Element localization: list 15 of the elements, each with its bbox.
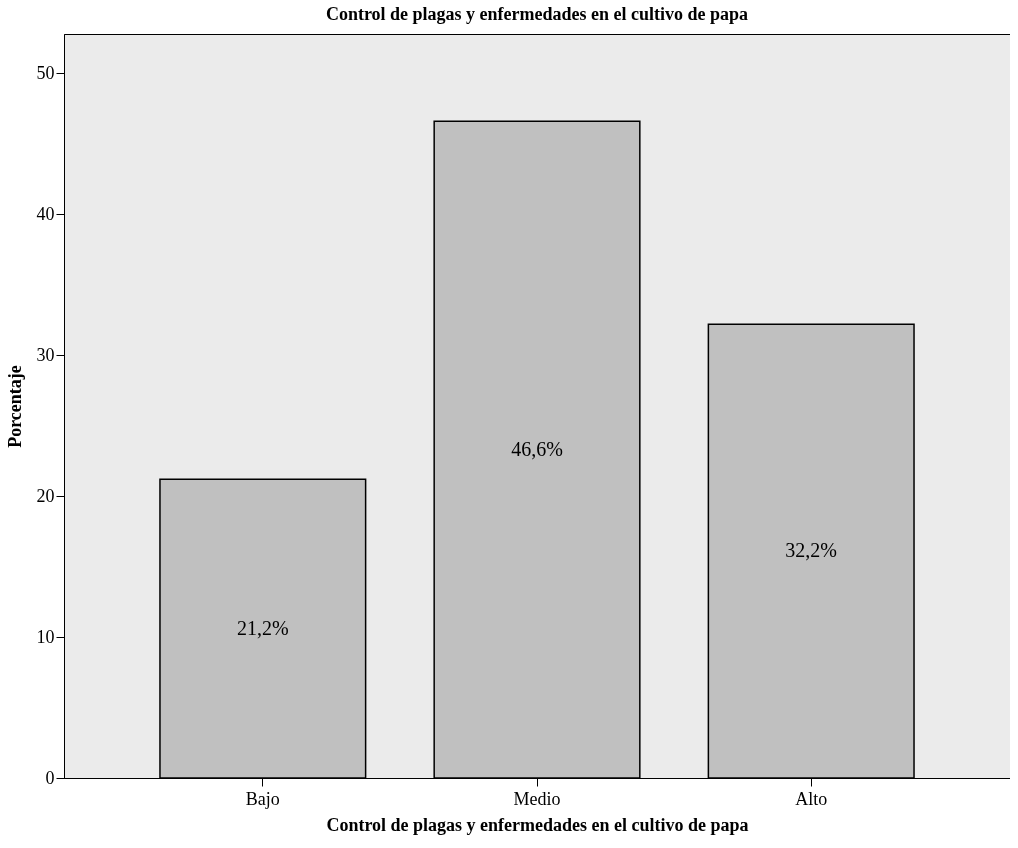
- y-tick-label: 50: [36, 62, 55, 83]
- y-tick-label: 0: [45, 767, 55, 788]
- x-tick-label: Bajo: [245, 788, 280, 809]
- y-axis-title: Porcentaje: [4, 365, 25, 448]
- y-tick-label: 20: [36, 485, 55, 506]
- y-tick-label: 30: [36, 344, 55, 365]
- y-tick-label: 40: [36, 203, 55, 224]
- data-label: 46,6%: [511, 437, 563, 460]
- x-axis-title: Control de plagas y enfermedades en el cultivo de papa: [326, 814, 749, 835]
- x-tick-label: Medio: [513, 788, 561, 809]
- data-label: 32,2%: [785, 539, 838, 562]
- x-tick-label: Alto: [795, 788, 828, 809]
- chart-title: Control de plagas y enfermedades en el cultivo de papa: [325, 4, 749, 24]
- y-tick-label: 10: [36, 626, 55, 647]
- data-label: 21,2%: [236, 616, 289, 639]
